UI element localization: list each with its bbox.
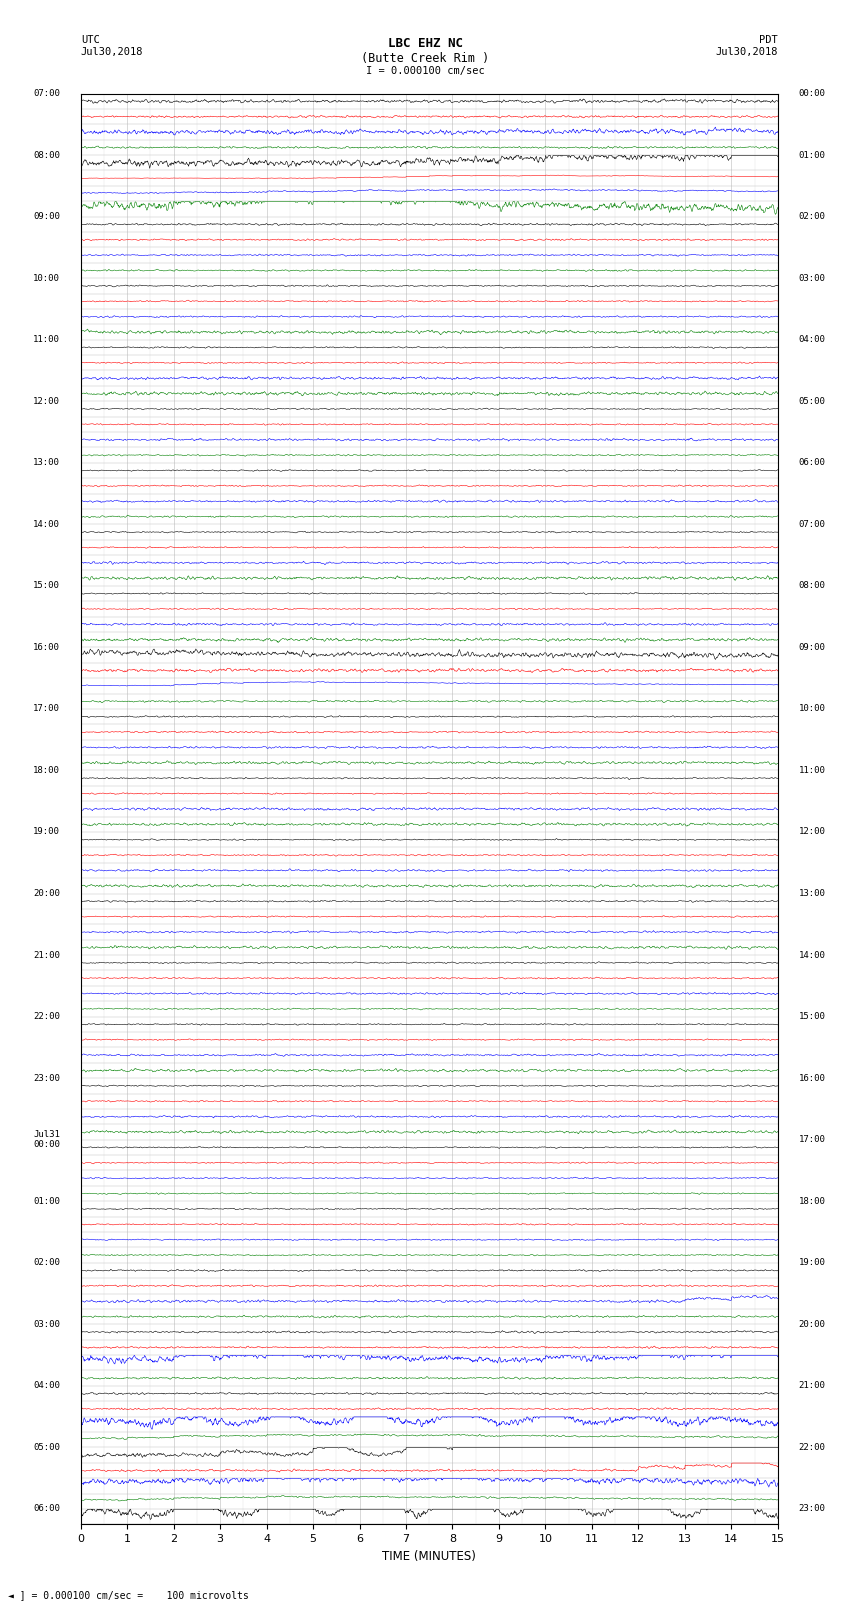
Text: 16:00: 16:00 xyxy=(33,644,60,652)
Text: 19:00: 19:00 xyxy=(799,1258,825,1268)
Text: 14:00: 14:00 xyxy=(33,519,60,529)
Text: 12:00: 12:00 xyxy=(33,397,60,406)
Text: ◄ ] = 0.000100 cm/sec =    100 microvolts: ◄ ] = 0.000100 cm/sec = 100 microvolts xyxy=(8,1590,249,1600)
Text: 21:00: 21:00 xyxy=(33,950,60,960)
Text: UTC
Jul30,2018: UTC Jul30,2018 xyxy=(81,35,144,56)
X-axis label: TIME (MINUTES): TIME (MINUTES) xyxy=(382,1550,476,1563)
Text: 04:00: 04:00 xyxy=(799,336,825,344)
Text: 05:00: 05:00 xyxy=(799,397,825,406)
Text: 14:00: 14:00 xyxy=(799,950,825,960)
Text: 01:00: 01:00 xyxy=(33,1197,60,1205)
Text: 02:00: 02:00 xyxy=(799,213,825,221)
Text: 11:00: 11:00 xyxy=(799,766,825,774)
Text: 08:00: 08:00 xyxy=(799,581,825,590)
Text: (Butte Creek Rim ): (Butte Creek Rim ) xyxy=(361,52,489,65)
Text: 16:00: 16:00 xyxy=(799,1074,825,1082)
Text: PDT
Jul30,2018: PDT Jul30,2018 xyxy=(715,35,778,56)
Text: 09:00: 09:00 xyxy=(799,644,825,652)
Text: 15:00: 15:00 xyxy=(33,581,60,590)
Text: 23:00: 23:00 xyxy=(33,1074,60,1082)
Text: 06:00: 06:00 xyxy=(799,458,825,468)
Text: Jul31
00:00: Jul31 00:00 xyxy=(33,1131,60,1150)
Text: 20:00: 20:00 xyxy=(799,1319,825,1329)
Text: 10:00: 10:00 xyxy=(799,705,825,713)
Text: 10:00: 10:00 xyxy=(33,274,60,282)
Text: 17:00: 17:00 xyxy=(799,1136,825,1144)
Text: 15:00: 15:00 xyxy=(799,1011,825,1021)
Text: 17:00: 17:00 xyxy=(33,705,60,713)
Text: I = 0.000100 cm/sec: I = 0.000100 cm/sec xyxy=(366,66,484,76)
Text: 13:00: 13:00 xyxy=(799,889,825,898)
Text: 20:00: 20:00 xyxy=(33,889,60,898)
Text: 09:00: 09:00 xyxy=(33,213,60,221)
Text: 01:00: 01:00 xyxy=(799,150,825,160)
Text: 07:00: 07:00 xyxy=(799,519,825,529)
Text: 03:00: 03:00 xyxy=(33,1319,60,1329)
Text: 07:00: 07:00 xyxy=(33,89,60,98)
Text: 18:00: 18:00 xyxy=(33,766,60,774)
Text: 22:00: 22:00 xyxy=(799,1444,825,1452)
Text: 03:00: 03:00 xyxy=(799,274,825,282)
Text: 21:00: 21:00 xyxy=(799,1381,825,1390)
Text: 19:00: 19:00 xyxy=(33,827,60,837)
Text: 08:00: 08:00 xyxy=(33,150,60,160)
Text: 05:00: 05:00 xyxy=(33,1444,60,1452)
Text: LBC EHZ NC: LBC EHZ NC xyxy=(388,37,462,50)
Text: 22:00: 22:00 xyxy=(33,1011,60,1021)
Text: 11:00: 11:00 xyxy=(33,336,60,344)
Text: 06:00: 06:00 xyxy=(33,1505,60,1513)
Text: 23:00: 23:00 xyxy=(799,1505,825,1513)
Text: 12:00: 12:00 xyxy=(799,827,825,837)
Text: 04:00: 04:00 xyxy=(33,1381,60,1390)
Text: 13:00: 13:00 xyxy=(33,458,60,468)
Text: 00:00: 00:00 xyxy=(799,89,825,98)
Text: 18:00: 18:00 xyxy=(799,1197,825,1205)
Text: 02:00: 02:00 xyxy=(33,1258,60,1268)
